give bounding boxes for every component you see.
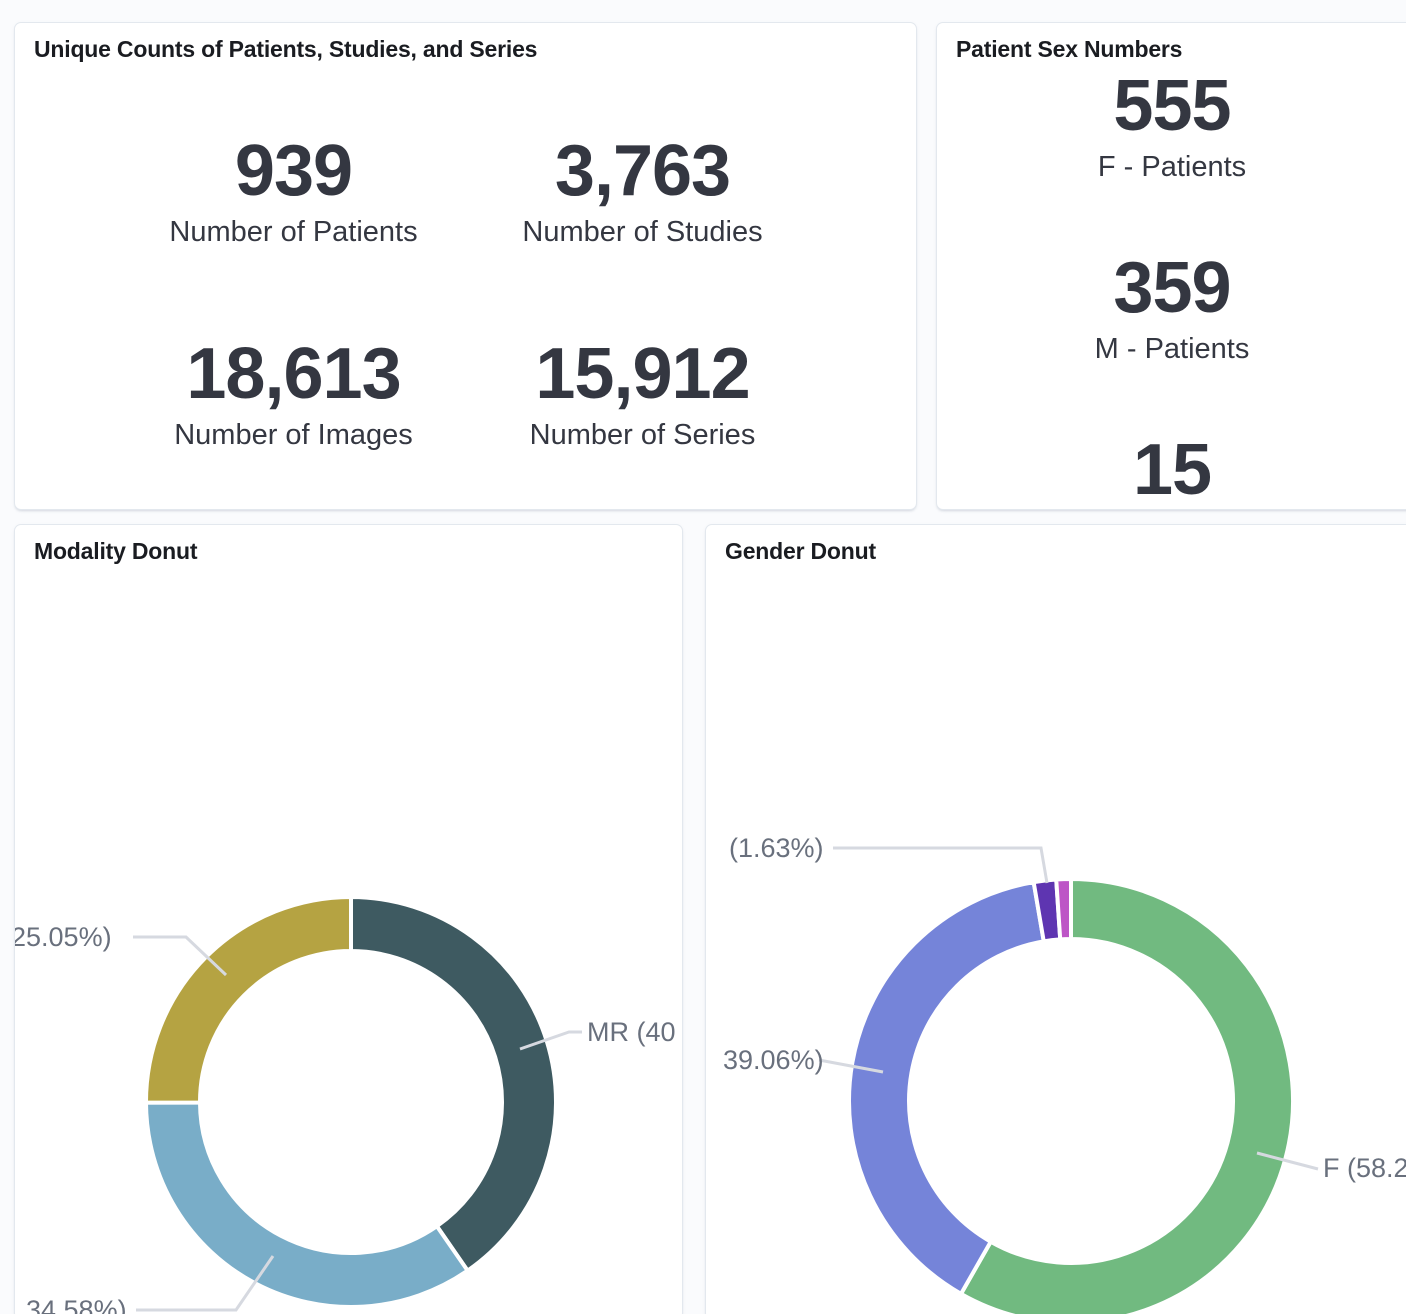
metric-number-of-series: 15,912 Number of Series xyxy=(468,334,817,509)
metric-label: Number of Series xyxy=(529,419,756,451)
panel-unique-counts: Unique Counts of Patients, Studies, and … xyxy=(14,22,917,510)
label-callout-line xyxy=(1256,1151,1319,1171)
donut-slice-modality-2[interactable] xyxy=(144,895,353,1105)
metric-value: 555 xyxy=(1113,66,1231,146)
metric-number-of-images: 18,613 Number of Images xyxy=(119,334,468,509)
panel-title: Patient Sex Numbers xyxy=(956,36,1183,62)
label-callout-line xyxy=(833,846,1049,884)
metric-value: 939 xyxy=(234,131,353,211)
metric-label: Number of Studies xyxy=(522,216,763,248)
metric-stack: 555 F - Patients 359 M - Patients 15 xyxy=(937,23,1406,509)
label-callout-line xyxy=(133,935,228,977)
metric-value: 15 xyxy=(1132,430,1212,510)
donut-slice-gender-3[interactable] xyxy=(1054,877,1073,942)
gender-donut-chart xyxy=(818,846,1319,1314)
donut-slice-label: F (58.2 xyxy=(1323,1153,1406,1183)
panel-title: Unique Counts of Patients, Studies, and … xyxy=(34,36,538,62)
metric-label: Number of Images xyxy=(174,419,413,451)
panel-modality-donut: Modality Donut MR (40 25.05%) 34.58%) xyxy=(14,524,683,1314)
panel-title: Gender Donut xyxy=(725,538,876,564)
metric-label: M - Patients xyxy=(1094,333,1250,365)
metric-value: 18,613 xyxy=(186,334,401,414)
donut-slice-modality-1[interactable] xyxy=(144,1100,470,1309)
metric-value: 359 xyxy=(1113,248,1231,328)
metric-value: 15,912 xyxy=(535,334,750,414)
label-callout-line xyxy=(818,1058,884,1074)
modality-donut-chart xyxy=(133,895,582,1312)
metric-number-of-patients: 939 Number of Patients xyxy=(119,135,468,311)
label-callout-line xyxy=(136,1255,275,1312)
metric-grid: 939 Number of Patients 3,763 Number of S… xyxy=(119,135,817,509)
donut-slice-gender-1[interactable] xyxy=(847,880,1046,1296)
donut-slice-F[interactable] xyxy=(959,877,1295,1314)
panel-patient-sex-numbers: Patient Sex Numbers 555 F - Patients 359… xyxy=(936,22,1406,510)
donut-slice-label: MR (40 xyxy=(587,1017,676,1047)
donut-slice-MR[interactable] xyxy=(349,895,558,1273)
panel-gender-donut: Gender Donut (1.63%) 39.06%) F (58.2 xyxy=(705,524,1406,1314)
metric-f-patients: 555 F - Patients xyxy=(937,70,1406,184)
label-callout-line xyxy=(519,1030,582,1051)
donut-slice-label: 25.05%) xyxy=(14,922,112,952)
metric-number-of-studies: 3,763 Number of Studies xyxy=(468,135,817,311)
donut-slice-label: 39.06%) xyxy=(723,1045,824,1075)
donut-slice-label: 34.58%) xyxy=(26,1295,127,1314)
panel-title: Modality Donut xyxy=(34,538,198,564)
metric-value: 3,763 xyxy=(554,131,731,211)
metric-m-patients: 359 M - Patients xyxy=(937,252,1406,366)
donut-slice-label: (1.63%) xyxy=(729,833,824,863)
metric-other-patients: 15 xyxy=(937,430,1406,510)
metric-label: F - Patients xyxy=(1097,151,1247,183)
metric-label: Number of Patients xyxy=(169,216,418,248)
